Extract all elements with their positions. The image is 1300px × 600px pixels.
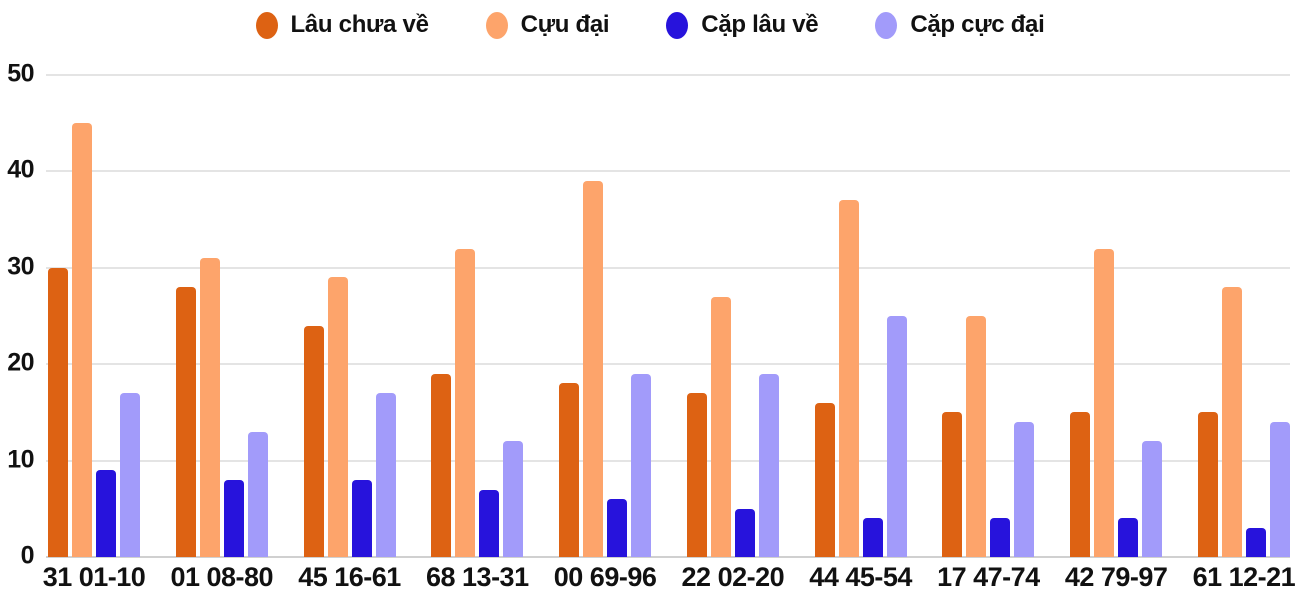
bar-series-2 <box>455 249 476 557</box>
bar-groups <box>48 75 1290 557</box>
bar-series-4 <box>1269 422 1290 557</box>
y-tick-label: 20 <box>7 348 34 377</box>
bar-series-1 <box>686 393 707 557</box>
y-tick-label: 50 <box>7 59 34 88</box>
y-tick-label: 10 <box>7 444 34 473</box>
bar-group <box>431 75 524 557</box>
legend-dot-icon <box>255 11 278 39</box>
x-tick-label: 22 02-20 <box>681 562 785 592</box>
bar-series-3 <box>990 518 1011 557</box>
bar-series-2 <box>583 181 604 557</box>
legend-item[interactable]: Cặp cực đại <box>875 11 1045 39</box>
bar-series-4 <box>247 432 268 557</box>
bar-series-4 <box>886 316 907 557</box>
chart-legend: Lâu chưa về Cựu đại Cặp lâu về Cặp cực đại <box>0 7 1300 43</box>
legend-label: Cặp cực đại <box>910 11 1045 38</box>
bar-group <box>303 75 396 557</box>
bar-series-3 <box>1118 518 1139 557</box>
y-tick-label: 30 <box>7 252 34 281</box>
bar-series-1 <box>1197 412 1218 557</box>
bar-series-2 <box>1221 287 1242 557</box>
x-tick-label: 17 47-74 <box>937 562 1040 592</box>
bar-group <box>814 75 907 557</box>
bar-series-3 <box>223 480 244 557</box>
baseline <box>46 556 1290 558</box>
bar-group <box>559 75 652 557</box>
bar-series-2 <box>72 123 92 557</box>
bar-group <box>686 75 779 557</box>
bar-series-2 <box>710 297 731 557</box>
gridline-50 <box>46 74 1290 76</box>
x-tick-label: 44 45-54 <box>809 562 912 592</box>
bar-series-3 <box>96 470 116 557</box>
bar-series-1 <box>303 326 324 557</box>
bar-series-1 <box>175 287 196 557</box>
legend-dot-icon <box>485 11 508 39</box>
bar-group <box>175 75 268 557</box>
x-tick-label: 45 16-61 <box>298 562 401 592</box>
gridline-20 <box>46 363 1290 366</box>
bar-group <box>1197 75 1290 557</box>
x-tick-label: 68 13-31 <box>426 562 529 592</box>
bar-series-1 <box>1070 412 1091 557</box>
y-tick-label: 40 <box>7 155 34 184</box>
legend-label: Cặp lâu về <box>701 11 819 38</box>
x-tick-label: 61 12-21 <box>1192 562 1296 592</box>
bar-series-4 <box>631 374 652 557</box>
gridline-10 <box>46 459 1290 462</box>
x-tick-label: 00 69-96 <box>553 562 657 592</box>
gridline-40 <box>46 170 1290 173</box>
bar-series-1 <box>942 412 963 557</box>
x-axis: 31 01-10 01 08-80 45 16-61 68 13-31 00 69-96… <box>42 562 1296 593</box>
bar-series-4 <box>1142 441 1163 557</box>
bar-series-3 <box>479 490 500 557</box>
legend-item[interactable]: Cựu đại <box>485 11 610 39</box>
bar-series-2 <box>1094 249 1115 557</box>
bar-group <box>48 75 140 557</box>
bar-series-3 <box>1245 528 1266 557</box>
legend-item[interactable]: Cặp lâu về <box>666 11 819 39</box>
x-tick-label: 31 01-10 <box>42 562 146 592</box>
bar-series-3 <box>862 518 883 557</box>
legend-label: Cựu đại <box>520 11 610 38</box>
bar-series-3 <box>351 480 372 557</box>
legend-item[interactable]: Lâu chưa về <box>255 11 429 39</box>
bar-series-2 <box>199 258 220 557</box>
bar-series-4 <box>1014 422 1035 557</box>
bar-series-4 <box>375 393 396 557</box>
bar-series-2 <box>838 200 859 557</box>
bar-series-1 <box>431 374 452 557</box>
bar-series-3 <box>734 509 755 557</box>
bar-series-3 <box>607 499 628 557</box>
bar-series-1 <box>559 383 580 557</box>
bar-series-4 <box>758 374 779 557</box>
x-tick-label: 01 08-80 <box>170 562 274 592</box>
bar-group <box>1070 75 1163 557</box>
bar-series-4 <box>503 441 524 557</box>
bar-series-2 <box>327 277 348 557</box>
bar-series-2 <box>966 316 987 557</box>
bar-series-1 <box>814 403 835 557</box>
bar-group <box>942 75 1035 557</box>
legend-label: Lâu chưa về <box>290 11 429 38</box>
bar-series-1 <box>48 268 68 557</box>
x-tick-label: 42 79-97 <box>1064 562 1168 592</box>
y-tick-label: 0 <box>20 541 35 570</box>
legend-dot-icon <box>666 11 689 39</box>
bar-series-4 <box>120 393 140 557</box>
legend-dot-icon <box>875 11 898 39</box>
gridline-30 <box>46 266 1290 269</box>
